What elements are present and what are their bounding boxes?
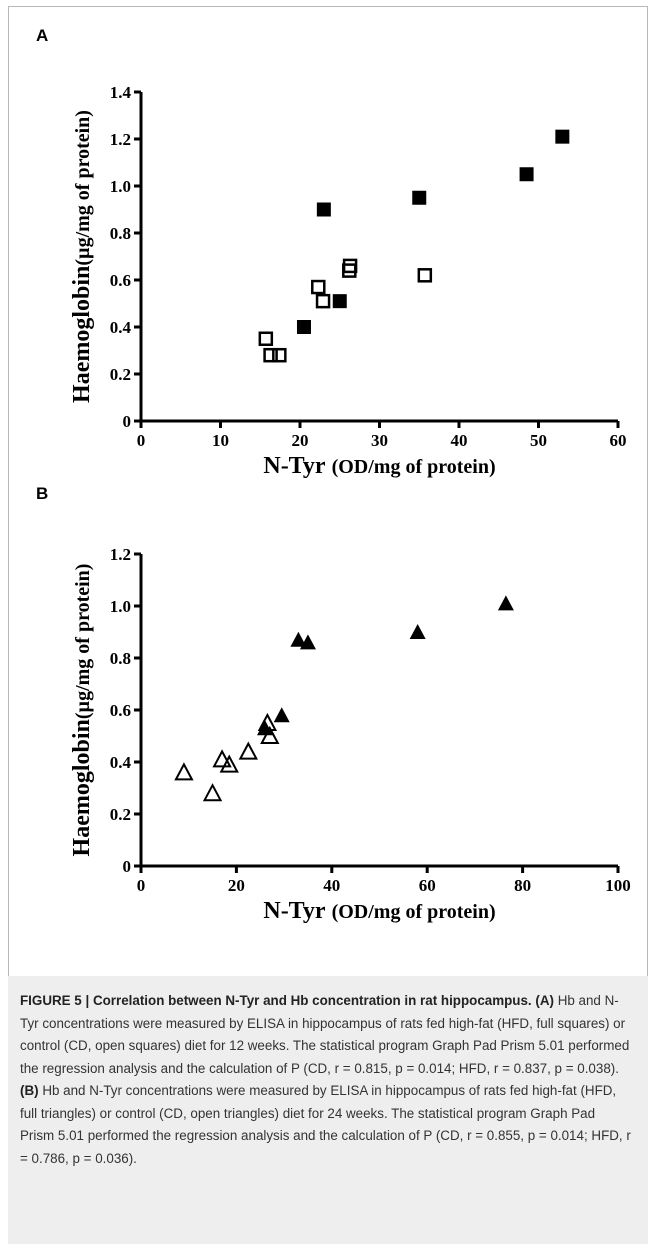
x-tick-label: 40: [323, 876, 340, 895]
x-tick-label: 10: [212, 431, 229, 450]
y-tick-label: 0: [123, 412, 132, 431]
y-tick-label: 0.8: [110, 649, 131, 668]
cd-point: [238, 741, 258, 760]
x-axis-title: N-Tyr (OD/mg of protein): [263, 453, 495, 479]
y-axis-title-main: Haemoglobin: [69, 719, 95, 856]
x-tick-label: 0: [137, 876, 146, 895]
x-tick-label: 60: [419, 876, 436, 895]
y-tick-label: 1.0: [110, 177, 131, 196]
y-tick-label: 0.6: [110, 701, 131, 720]
panel-b-label: B: [36, 484, 49, 503]
cd-point: [342, 258, 358, 274]
x-tick-label: 80: [514, 876, 531, 895]
y-axis-title-unit: (µg/mg of protein): [72, 110, 94, 266]
panel-a-label: A: [36, 26, 49, 45]
chart-a: 0 10 20 30 40 50 60 0 0.2 0.4 0.6 0.8 1.0 1.2 1.4 N-Tyr…: [69, 83, 627, 479]
cd-point: [315, 293, 331, 309]
x-tick-label: 50: [530, 431, 547, 450]
caption-a-tag: (A): [535, 993, 554, 1008]
y-tick-label: 1.2: [110, 545, 131, 564]
y-tick-label: 0.6: [110, 271, 131, 290]
hfd-point: [316, 202, 331, 217]
hfd-point: [555, 129, 570, 144]
cd-point: [311, 279, 326, 295]
caption-b-tag: (B): [20, 1083, 39, 1098]
cd-point: [174, 762, 194, 781]
cd-point: [260, 725, 280, 744]
x-axis-title-unit: (OD/mg of protein): [332, 901, 496, 923]
x-axis-title-main: N-Tyr: [263, 453, 326, 479]
x-axis-title: N-Tyr (OD/mg of protein): [263, 898, 495, 924]
y-tick-label: 0.4: [110, 753, 132, 772]
x-tick-label: 60: [610, 431, 627, 450]
y-tick-label: 0.4: [110, 318, 132, 337]
x-axis-title-main: N-Tyr: [263, 898, 326, 924]
x-tick-label: 20: [292, 431, 309, 450]
chart-b: 0 20 40 60 80 100 0 0.2 0.4 0.6 0.8 1.0 1.2 N-Tyr (OD/…: [69, 545, 631, 924]
y-tick-label: 1.0: [110, 597, 131, 616]
cd-point: [272, 347, 287, 363]
hfd-point: [497, 595, 514, 611]
caption-title: FIGURE 5 | Correlation between N-Tyr and…: [20, 993, 532, 1008]
cd-point: [417, 268, 433, 283]
x-tick-label: 20: [228, 876, 245, 895]
cd-point: [212, 749, 232, 768]
y-tick-label: 1.4: [110, 83, 132, 102]
cd-point: [257, 712, 278, 731]
hfd-point: [290, 631, 307, 647]
y-tick-label: 0.8: [110, 224, 131, 243]
y-axis-title-unit: (µg/mg of protein): [72, 564, 94, 720]
y-axis-title-main: Haemoglobin: [69, 266, 95, 403]
figure-caption: FIGURE 5 | Correlation between N-Tyr and…: [20, 990, 632, 1170]
caption-a-text: Hb and N-Tyr concentrations were measure…: [20, 993, 630, 1076]
caption-b-text: Hb and N-Tyr concentrations were measure…: [20, 1083, 631, 1166]
hfd-point: [409, 624, 426, 639]
hfd-point: [332, 294, 347, 309]
cd-point: [263, 347, 278, 363]
hfd-point: [273, 707, 290, 723]
caption-background: [8, 976, 648, 1244]
y-tick-label: 0.2: [110, 365, 131, 384]
y-axis-title: Haemoglobin(µg/mg of protein): [69, 110, 95, 403]
cd-point: [258, 331, 274, 346]
x-axis-title-unit: (OD/mg of protein): [332, 456, 496, 478]
y-axis-title: Haemoglobin(µg/mg of protein): [69, 564, 95, 857]
hfd-point: [519, 167, 534, 182]
hfd-point: [296, 320, 311, 334]
hfd-point: [299, 634, 316, 650]
x-tick-label: 100: [605, 876, 631, 895]
cd-point: [219, 754, 239, 773]
x-tick-label: 30: [371, 431, 388, 450]
y-tick-label: 1.2: [110, 130, 131, 149]
x-tick-label: 40: [451, 431, 468, 450]
cd-point: [202, 783, 223, 802]
hfd-point: [412, 190, 427, 205]
x-tick-label: 0: [137, 431, 146, 450]
y-tick-label: 0: [123, 857, 132, 876]
y-tick-label: 0.2: [110, 805, 131, 824]
